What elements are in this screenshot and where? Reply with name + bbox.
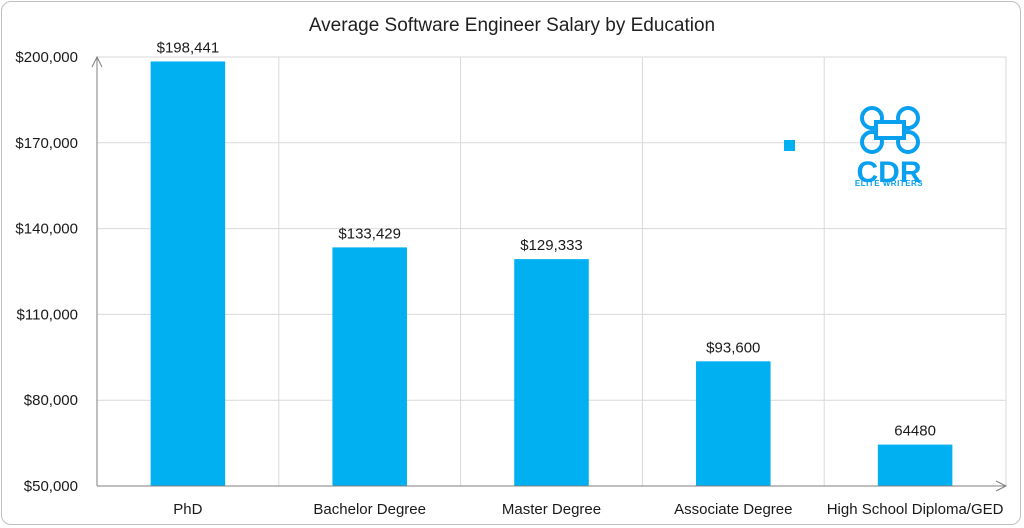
bars — [150, 61, 953, 486]
logo-text: CDR — [857, 156, 922, 189]
logo-subtext: ELITE WRITERS — [855, 179, 923, 188]
y-tick-label: $80,000 — [24, 392, 78, 409]
x-category-label: PhD — [173, 501, 202, 518]
chart-title: Average Software Engineer Salary by Educ… — [309, 15, 715, 36]
data-labels: $198,441 $133,429 $129,333 $93,600 64480 — [157, 39, 936, 439]
y-tick-label: $50,000 — [24, 478, 78, 495]
x-category-label: Bachelor Degree — [313, 501, 426, 518]
x-category-label: Associate Degree — [674, 501, 792, 518]
y-tick-label: $110,000 — [17, 306, 78, 323]
y-tick-label: $200,000 — [15, 49, 78, 66]
x-axis-arrow — [995, 480, 1008, 492]
bar — [877, 444, 953, 486]
x-category-label: Master Degree — [502, 501, 601, 518]
y-axis-arrow — [91, 55, 103, 68]
bar — [696, 361, 771, 486]
y-tick-label: $140,000 — [15, 221, 78, 238]
y-axis-ticks: $50,000 $80,000 $110,000 $140,000 $170,000 $2… — [15, 49, 78, 495]
cdr-logo-icon — [860, 106, 920, 154]
bar — [150, 61, 226, 486]
bar-data-label: $198,441 — [157, 39, 220, 56]
bar-data-label: $133,429 — [338, 225, 401, 242]
bar-data-label: $129,333 — [520, 237, 583, 254]
bar-data-label: 64480 — [894, 423, 936, 440]
bar-data-label: $93,600 — [706, 339, 760, 356]
cdr-logo: CDR ELITE WRITERS — [855, 106, 923, 189]
y-tick-label: $170,000 — [15, 135, 78, 152]
axes — [91, 55, 1008, 492]
x-category-label: High School Diploma/GED — [827, 501, 1004, 518]
x-axis-categories: PhD Bachelor Degree Master Degree Associate… — [173, 501, 1003, 518]
bar — [332, 247, 407, 486]
legend-marker — [784, 140, 795, 151]
gridlines — [97, 56, 1007, 486]
bar — [514, 259, 589, 486]
